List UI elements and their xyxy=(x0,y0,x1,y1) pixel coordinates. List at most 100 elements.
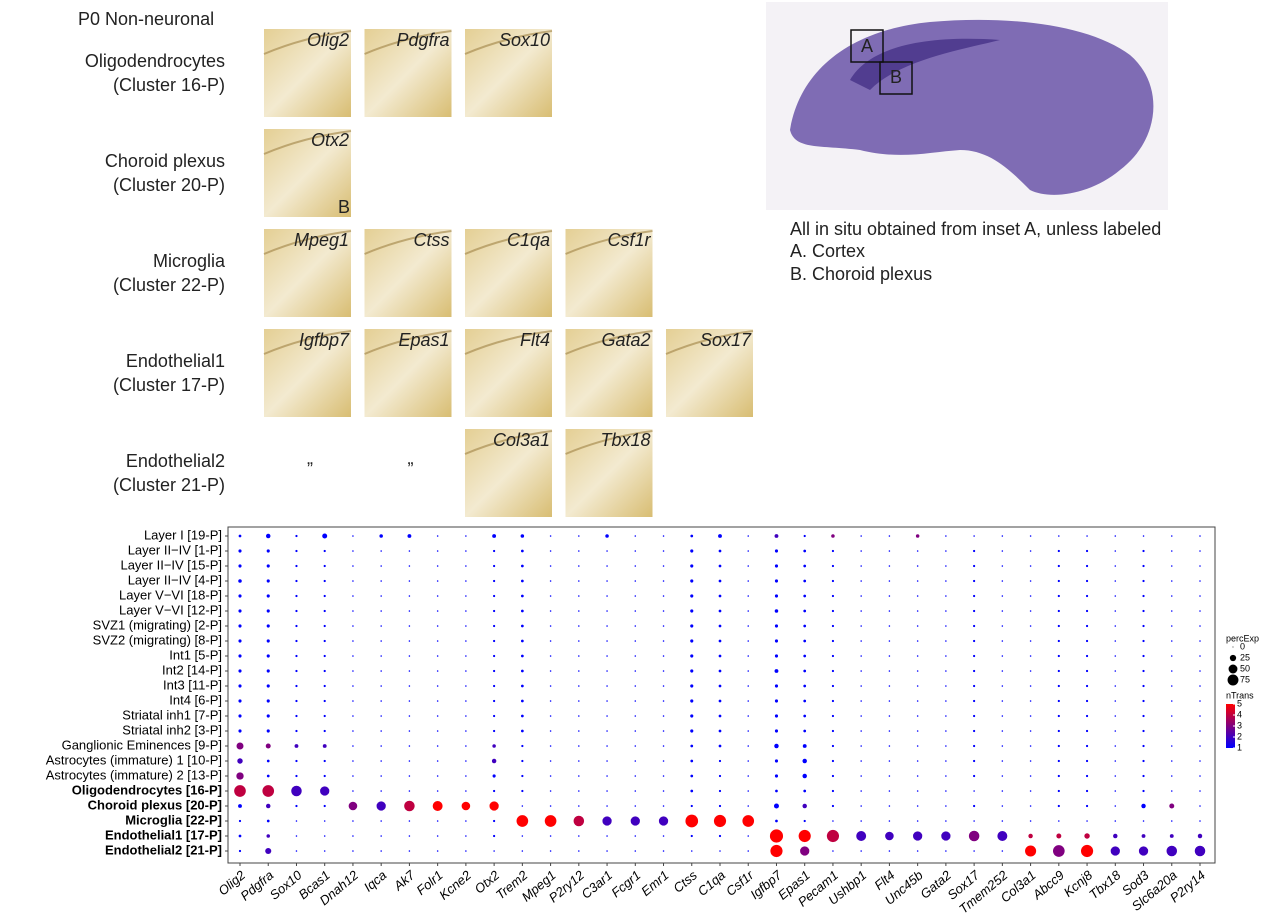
dot xyxy=(380,550,382,552)
dot xyxy=(691,805,693,807)
dot xyxy=(493,595,495,597)
dot xyxy=(1169,804,1174,809)
dot xyxy=(521,550,524,553)
dot xyxy=(1171,550,1173,552)
dot xyxy=(295,670,297,672)
dot xyxy=(803,640,806,643)
dot xyxy=(1115,775,1117,777)
dot xyxy=(239,850,241,852)
dot xyxy=(409,655,411,657)
dot xyxy=(889,595,891,597)
dot xyxy=(1086,655,1088,657)
dot xyxy=(409,745,411,747)
dot xyxy=(635,625,637,627)
dot xyxy=(635,700,637,702)
dot xyxy=(578,715,580,717)
dot xyxy=(437,655,439,657)
dot xyxy=(238,669,241,672)
dot xyxy=(690,745,693,748)
row-label: Int3 [11-P] xyxy=(163,677,222,692)
gene-label: Sox17 xyxy=(700,330,752,350)
dot xyxy=(1058,760,1060,762)
dot xyxy=(1115,625,1117,627)
dot xyxy=(690,549,693,552)
dot xyxy=(238,654,241,657)
dot xyxy=(493,655,495,657)
dot xyxy=(380,835,382,837)
dot xyxy=(1111,846,1120,855)
dot xyxy=(352,565,354,567)
dot xyxy=(465,835,467,837)
dot xyxy=(1058,685,1060,687)
row-label: Choroid plexus [20-P] xyxy=(88,797,222,812)
dot xyxy=(493,790,495,792)
dot xyxy=(380,640,382,642)
dot xyxy=(493,625,495,627)
dot xyxy=(945,715,947,717)
dot xyxy=(606,700,608,702)
dot xyxy=(1142,834,1146,838)
row-label: SVZ1 (migrating) [2-P] xyxy=(93,617,222,632)
dot xyxy=(1199,610,1201,612)
dot xyxy=(804,820,806,822)
dot xyxy=(747,790,749,792)
dot xyxy=(492,759,496,763)
dot xyxy=(803,730,806,733)
dot xyxy=(324,655,326,657)
gene-label: Olig2 xyxy=(307,30,349,50)
dot xyxy=(719,700,722,703)
dot xyxy=(1142,580,1144,582)
dot xyxy=(352,850,354,852)
dot xyxy=(690,594,693,597)
dot xyxy=(295,625,297,627)
dot xyxy=(352,640,354,642)
group-cluster: (Cluster 22-P) xyxy=(113,275,225,295)
dot xyxy=(973,580,975,582)
dot xyxy=(437,760,439,762)
dot xyxy=(578,565,580,567)
dot xyxy=(1058,595,1060,597)
dot xyxy=(663,850,665,852)
dot xyxy=(1002,535,1004,537)
dot xyxy=(635,610,637,612)
dot xyxy=(323,744,327,748)
dot xyxy=(606,580,608,582)
dot xyxy=(267,729,270,732)
dot xyxy=(380,655,382,657)
dot xyxy=(1058,820,1060,822)
dot xyxy=(747,595,749,597)
dot xyxy=(663,640,665,642)
dot xyxy=(550,850,552,852)
dot xyxy=(521,715,524,718)
dot xyxy=(267,549,270,552)
dot xyxy=(266,804,270,808)
dot xyxy=(973,625,975,627)
dot xyxy=(770,845,782,857)
dot xyxy=(1142,730,1144,732)
dot xyxy=(917,685,919,687)
dot xyxy=(945,595,947,597)
dot xyxy=(606,715,608,717)
size-legend-label: 25 xyxy=(1240,652,1250,662)
dot xyxy=(1115,730,1117,732)
dot xyxy=(267,564,270,567)
dot xyxy=(1002,730,1004,732)
dot xyxy=(719,730,722,733)
dot xyxy=(690,699,693,702)
dot xyxy=(802,774,806,778)
dot xyxy=(265,848,271,854)
dot xyxy=(517,815,529,827)
dot xyxy=(945,565,947,567)
dot xyxy=(635,850,637,852)
dot xyxy=(860,625,862,627)
dot xyxy=(1086,595,1088,597)
color-legend-label: 3 xyxy=(1237,720,1242,730)
row-label: Astrocytes (immature) 1 [10-P] xyxy=(46,752,222,767)
dot xyxy=(352,550,354,552)
dot xyxy=(1143,820,1145,822)
dot xyxy=(578,610,580,612)
row-label: Astrocytes (immature) 2 [13-P] xyxy=(46,767,222,782)
dot xyxy=(1028,834,1032,838)
row-label: Microglia [22-P] xyxy=(125,812,222,827)
